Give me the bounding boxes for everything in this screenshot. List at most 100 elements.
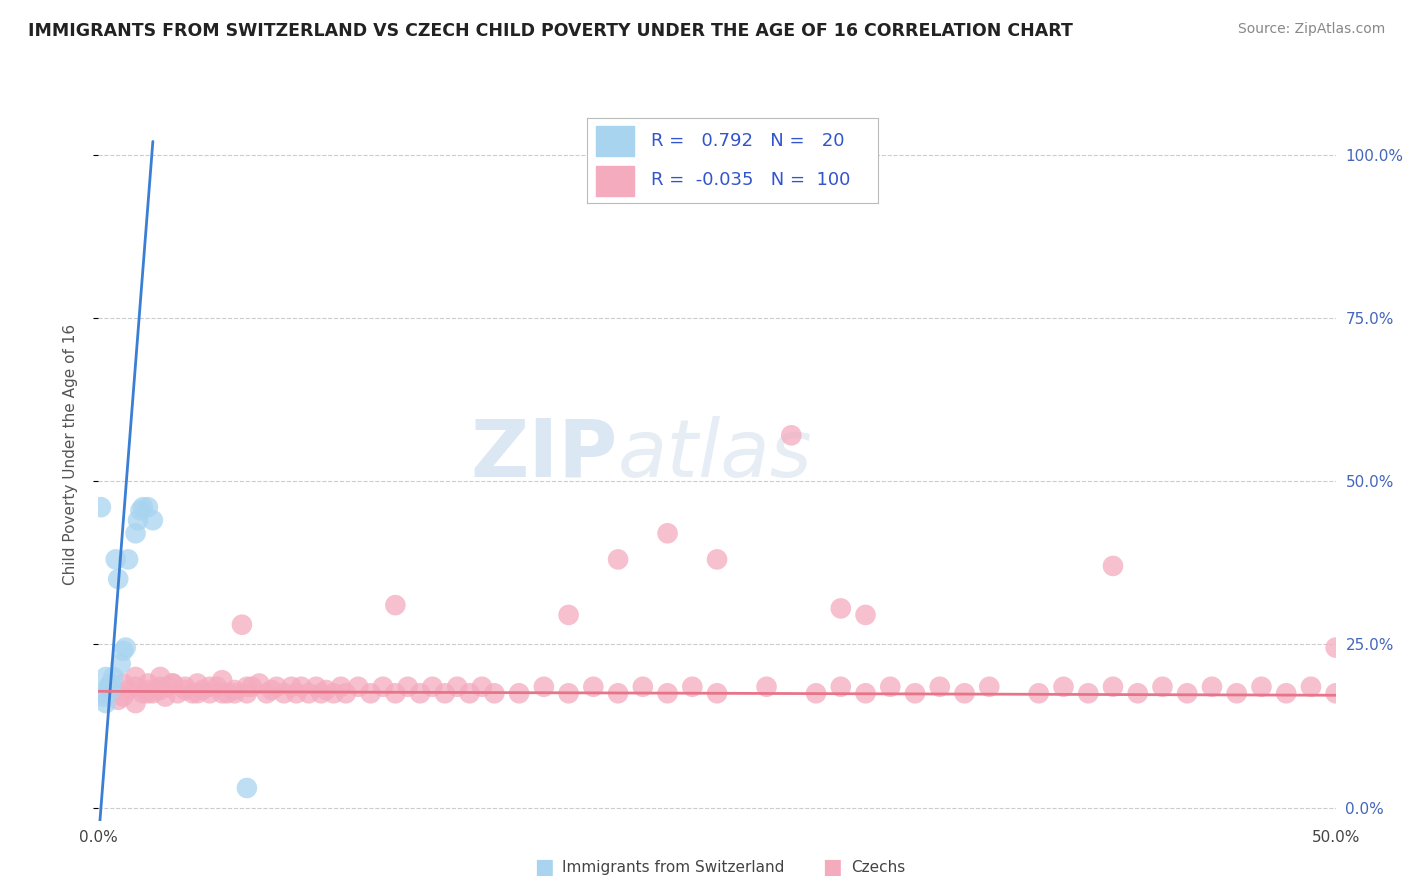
Point	[100, 676, 122, 690]
Point	[471, 680, 494, 694]
Point	[533, 680, 555, 694]
Point	[107, 693, 129, 707]
Point	[124, 696, 146, 710]
Point	[247, 676, 270, 690]
Point	[1102, 558, 1125, 573]
Point	[112, 644, 135, 658]
Point	[103, 670, 125, 684]
Point	[290, 680, 312, 694]
Point	[260, 683, 283, 698]
Point	[112, 690, 135, 704]
Text: Source: ZipAtlas.com: Source: ZipAtlas.com	[1237, 22, 1385, 37]
Point	[149, 680, 172, 694]
Point	[112, 676, 135, 690]
Point	[136, 676, 159, 690]
Point	[780, 428, 803, 442]
Point	[136, 500, 159, 515]
Point	[1077, 686, 1099, 700]
Point	[631, 680, 654, 694]
Point	[136, 683, 159, 698]
Point	[181, 686, 204, 700]
Point	[979, 680, 1001, 694]
Point	[162, 676, 184, 690]
Point	[285, 686, 308, 700]
Point	[855, 686, 877, 700]
Point	[198, 686, 221, 700]
Point	[236, 780, 259, 795]
Point	[305, 680, 328, 694]
Point	[657, 526, 679, 541]
Bar	[596, 126, 634, 156]
Point	[129, 503, 152, 517]
Point	[256, 686, 278, 700]
Point	[322, 686, 344, 700]
Point	[928, 680, 950, 694]
Point	[484, 686, 506, 700]
Point	[582, 680, 605, 694]
Point	[107, 572, 129, 586]
Point	[347, 680, 370, 694]
Point	[236, 686, 259, 700]
Point	[706, 552, 728, 566]
Point	[231, 617, 253, 632]
Text: R =   0.792   N =   20: R = 0.792 N = 20	[651, 132, 845, 150]
Point	[97, 680, 120, 694]
Point	[904, 686, 927, 700]
Point	[309, 686, 332, 700]
Point	[371, 680, 394, 694]
Point	[127, 513, 149, 527]
Point	[280, 680, 302, 694]
Point	[174, 683, 197, 698]
Point	[830, 601, 852, 615]
Point	[433, 686, 456, 700]
Point	[117, 683, 139, 698]
Point	[124, 526, 146, 541]
Point	[90, 500, 112, 515]
Point	[217, 686, 239, 700]
Point	[1275, 686, 1298, 700]
Point	[335, 686, 357, 700]
Point	[205, 680, 228, 694]
Point	[1126, 686, 1149, 700]
Point	[298, 686, 321, 700]
Point	[1250, 680, 1272, 694]
Point	[681, 680, 703, 694]
Point	[706, 686, 728, 700]
Point	[458, 686, 481, 700]
Point	[162, 676, 184, 690]
Point	[186, 686, 208, 700]
Point	[804, 686, 827, 700]
Point	[1028, 686, 1050, 700]
Text: atlas: atlas	[619, 416, 813, 494]
Point	[132, 686, 155, 700]
Point	[329, 680, 352, 694]
Point	[224, 686, 246, 700]
Point	[198, 680, 221, 694]
Point	[149, 670, 172, 684]
Point	[211, 686, 233, 700]
Point	[136, 686, 159, 700]
Point	[94, 696, 117, 710]
Point	[1324, 686, 1347, 700]
Point	[1299, 680, 1322, 694]
Point	[879, 680, 901, 694]
Point	[409, 686, 432, 700]
Point	[953, 686, 976, 700]
Point	[240, 680, 263, 694]
Point	[100, 683, 122, 698]
Point	[607, 552, 630, 566]
Point	[211, 673, 233, 688]
Text: ■: ■	[823, 857, 842, 877]
Point	[273, 686, 295, 700]
Point	[508, 686, 530, 700]
Point	[1201, 680, 1223, 694]
Point	[224, 683, 246, 698]
Point	[117, 552, 139, 566]
Point	[266, 680, 288, 694]
Point	[191, 683, 214, 698]
Y-axis label: Child Poverty Under the Age of 16: Child Poverty Under the Age of 16	[63, 325, 77, 585]
Point	[315, 683, 337, 698]
Point	[149, 683, 172, 698]
Point	[607, 686, 630, 700]
Point	[90, 686, 112, 700]
